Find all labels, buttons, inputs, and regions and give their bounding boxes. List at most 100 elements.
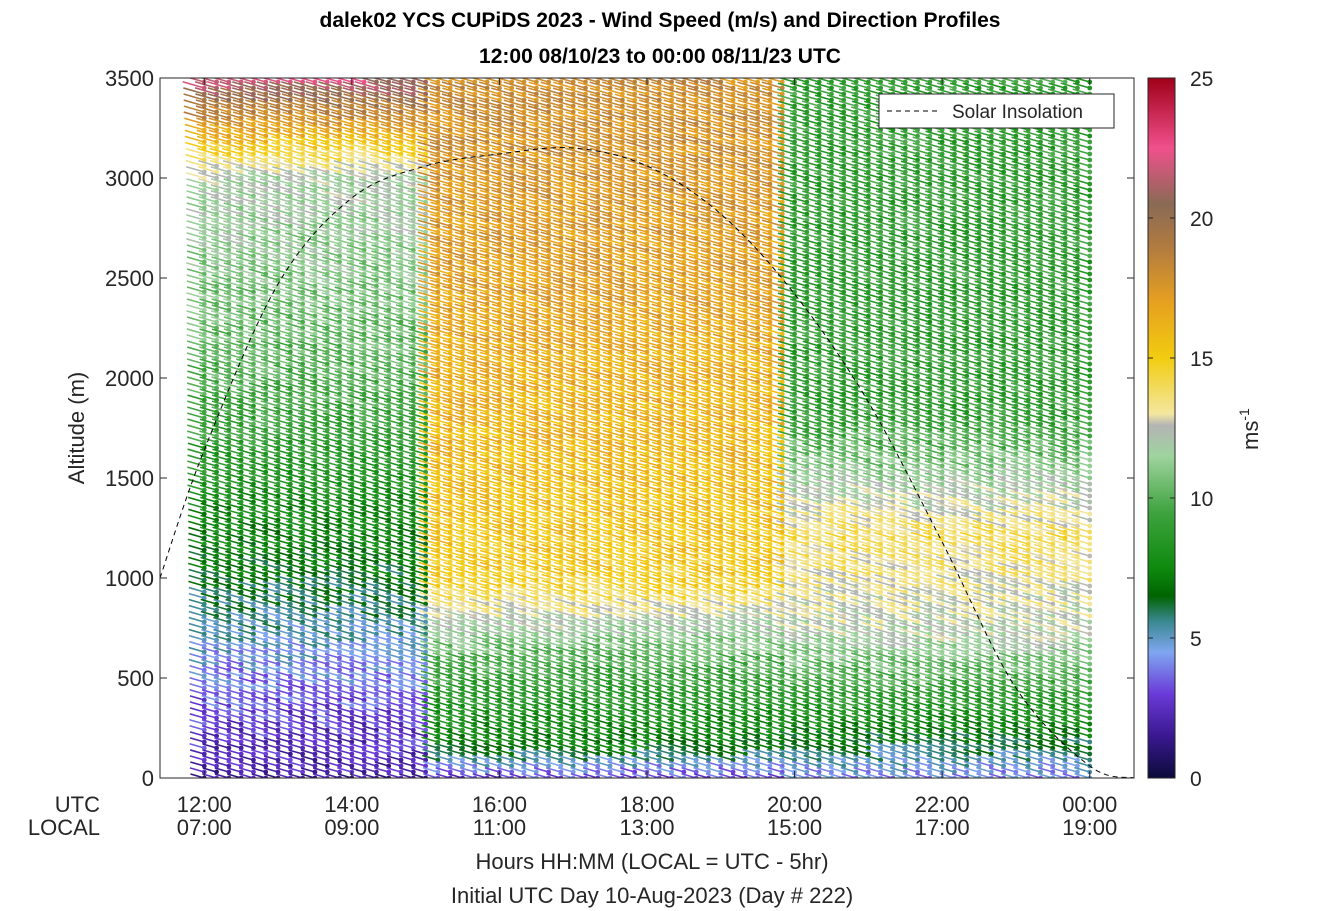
wind-barb-point [238,253,244,259]
wind-barb-point [201,325,207,331]
wind-barb-point [201,547,207,553]
wind-barb [198,316,217,323]
wind-barb [207,87,230,95]
wind-barb-point [238,751,244,757]
wind-barb [210,316,230,323]
wind-barb [198,196,217,203]
wind-barb-point [238,349,244,355]
wind-barb-point [226,733,232,739]
wind-barb [226,743,242,749]
wind-barb [199,526,217,533]
wind-barb [187,466,205,473]
wind-barb [211,406,230,413]
wind-barb [201,634,217,641]
wind-barb [213,658,230,665]
wind-barb [199,430,217,437]
wind-barb-point [214,325,219,331]
wind-barb-point [214,691,219,697]
wind-barb [226,767,242,773]
wind-barb [213,628,230,635]
wind-barb-point [201,379,207,385]
wind-barb-point [238,301,244,307]
wind-barb-point [214,505,219,511]
wind-barb-point [238,331,244,337]
wind-barb [225,562,242,569]
wind-barb [213,688,230,695]
wind-barb [212,502,230,509]
wind-barb [223,382,242,389]
wind-barb [185,153,205,161]
wind-barb-point [238,433,244,439]
wind-barb-point [226,601,232,607]
wind-barb-point [226,103,232,109]
wind-barb [200,586,217,593]
wind-barb [213,592,230,599]
wind-barb-point [214,139,219,145]
wind-barb-point [214,523,219,529]
wind-barb-point [201,487,207,493]
wind-barb-point [201,553,207,559]
wind-barb [223,352,242,359]
wind-barb [214,767,230,773]
wind-barb-point [226,85,232,91]
wind-barb-point [201,373,207,379]
wind-barb [199,358,217,365]
wind-barb [209,123,230,131]
wind-barb-point [226,775,232,778]
wind-barb [212,508,230,515]
wind-barb [198,220,217,227]
wind-barb-point [201,727,207,733]
wind-barb [188,616,205,623]
wind-barb-point [214,91,219,97]
wind-barb-point [226,625,232,631]
wind-barb [198,274,217,281]
wind-barb [213,652,230,659]
wind-barb [198,310,217,317]
wind-barb-point [238,679,244,685]
wind-barb [198,177,217,185]
wind-barb [187,400,205,407]
wind-barb [186,352,205,359]
wind-barb [202,737,217,743]
wind-barb [211,382,230,389]
wind-barb [188,508,205,515]
wind-barb-point [238,205,244,211]
wind-barb-point [201,361,207,367]
wind-barb-point [226,139,232,145]
wind-barb-point [214,709,219,715]
wind-barb [223,262,242,269]
wind-barb-point [201,121,207,127]
wind-barb [189,731,205,737]
wind-barb [223,298,242,305]
wind-barb [206,80,230,89]
wind-barb [189,755,205,761]
wind-barb [186,196,205,203]
wind-barb-point [214,613,219,619]
wind-barb-point [238,193,244,199]
wind-barb [198,232,217,239]
wind-barb [189,682,205,689]
wind-barb-point [226,283,232,289]
wind-barb-point [238,199,244,205]
wind-barb [186,184,205,191]
wind-barb [223,184,242,191]
wind-barb-point [214,199,219,205]
wind-barb [197,165,217,173]
wind-barb-point [201,691,207,697]
wind-barb [223,244,242,251]
wind-barb-point [214,607,219,613]
wind-barb-point [226,637,232,643]
wind-barb-point [214,595,219,601]
wind-barb [213,646,230,653]
wind-barb [225,640,242,647]
wind-barb [201,652,217,659]
wind-barb [211,394,230,401]
wind-barb-point [226,163,232,169]
wind-barb [226,676,242,683]
wind-barb [201,640,217,647]
wind-barb-point [226,187,232,193]
wind-barb-point [214,97,219,103]
wind-barb [211,226,230,233]
wind-barb-point [238,757,244,763]
wind-barb [187,562,205,569]
